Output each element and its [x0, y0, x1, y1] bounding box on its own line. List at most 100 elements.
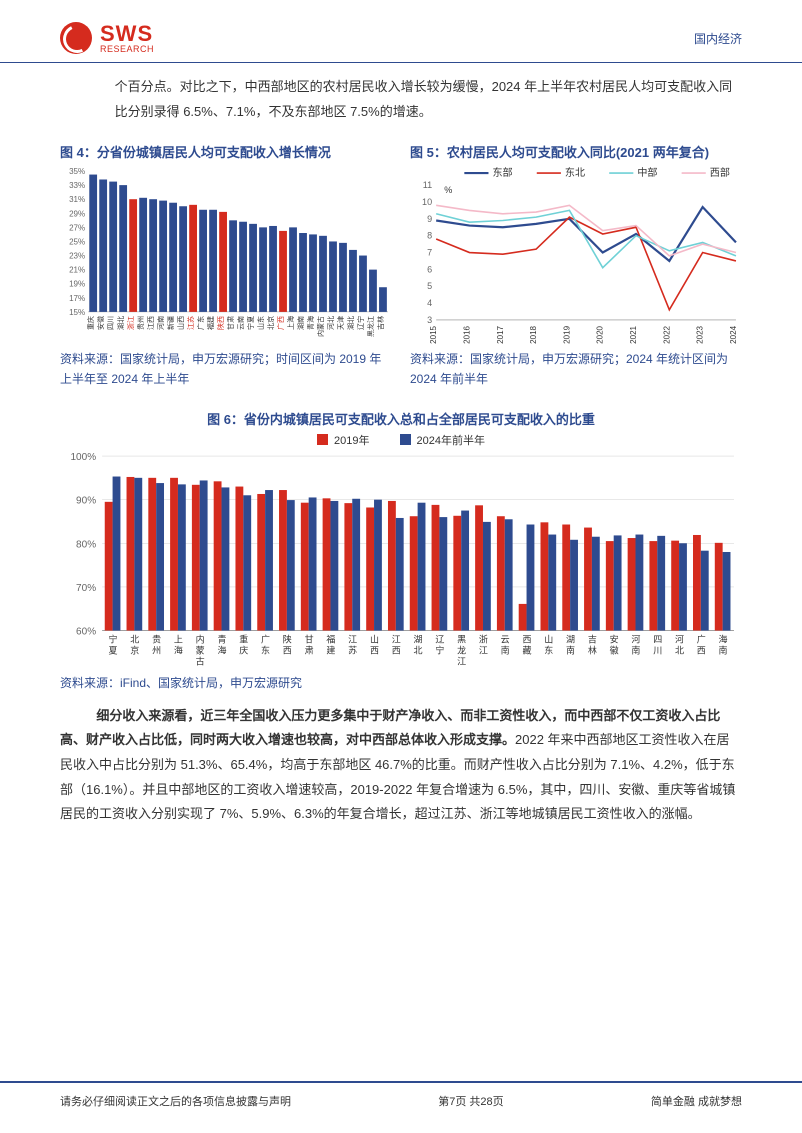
- svg-text:23%: 23%: [69, 252, 85, 261]
- body-paragraph: 细分收入来源看，近三年全国收入压力更多集中于财产净收入、而非工资性收入，而中西部…: [60, 704, 742, 827]
- svg-text:2018: 2018: [529, 326, 538, 344]
- svg-text:湖北: 湖北: [346, 316, 355, 330]
- svg-text:5: 5: [427, 282, 432, 292]
- svg-text:京: 京: [130, 644, 139, 655]
- svg-text:河南: 河南: [156, 316, 165, 330]
- svg-text:安: 安: [610, 633, 619, 644]
- chart5-block: 图 5：农村居民人均可支配收入同比(2021 两年复合) 东部东北中部西部%34…: [410, 132, 742, 388]
- svg-text:内蒙古: 内蒙古: [316, 316, 325, 337]
- svg-text:山西: 山西: [176, 316, 185, 330]
- svg-text:山: 山: [544, 634, 553, 644]
- svg-text:中部: 中部: [637, 166, 657, 179]
- svg-text:东北: 东北: [565, 166, 585, 179]
- svg-text:吉: 吉: [588, 634, 597, 644]
- svg-text:南: 南: [631, 644, 640, 655]
- page-footer: 请务必仔细阅读正文之后的各项信息披露与声明 第7页 共28页 简单金融 成就梦想: [0, 1081, 802, 1133]
- svg-text:福建: 福建: [206, 316, 215, 330]
- svg-text:江: 江: [348, 634, 357, 644]
- svg-text:2017: 2017: [496, 326, 505, 344]
- footer-center: 第7页 共28页: [438, 1093, 503, 1109]
- svg-text:贵州: 贵州: [136, 316, 145, 330]
- svg-text:蒙: 蒙: [196, 644, 205, 655]
- svg-text:8: 8: [427, 231, 432, 241]
- svg-text:上: 上: [174, 634, 183, 644]
- chart6-legend-label: 2019年: [334, 432, 369, 448]
- svg-text:100%: 100%: [70, 452, 96, 463]
- svg-text:3: 3: [427, 315, 432, 325]
- svg-text:60%: 60%: [76, 626, 96, 637]
- svg-text:80%: 80%: [76, 539, 96, 550]
- svg-text:天津: 天津: [337, 316, 345, 330]
- svg-text:安徽: 安徽: [96, 316, 105, 330]
- svg-text:6: 6: [427, 265, 432, 275]
- chart4-source: 资料来源：国家统计局，申万宏源研究；时间区间为 2019 年上半年至 2024 …: [60, 350, 392, 388]
- svg-text:31%: 31%: [69, 196, 85, 205]
- svg-text:四: 四: [653, 634, 662, 644]
- logo: SWS RESEARCH: [60, 22, 154, 54]
- svg-text:甘肃: 甘肃: [226, 316, 235, 330]
- svg-text:21%: 21%: [69, 266, 85, 275]
- chart6-legend-item-2019: 2019年: [317, 432, 369, 448]
- svg-text:陕: 陕: [283, 633, 292, 644]
- chart6-legend-item-2024: 2024年前半年: [400, 432, 485, 448]
- chart4-block: 图 4：分省份城镇居民人均可支配收入增长情况 15%17%19%21%23%25…: [60, 132, 392, 388]
- svg-text:19%: 19%: [69, 280, 85, 289]
- svg-text:河: 河: [631, 633, 640, 644]
- svg-text:广西: 广西: [276, 316, 285, 330]
- svg-text:2022: 2022: [662, 326, 671, 344]
- svg-text:西: 西: [522, 634, 531, 644]
- svg-text:湖: 湖: [414, 634, 423, 644]
- page-header: SWS RESEARCH 国内经济: [0, 0, 802, 63]
- svg-text:7: 7: [427, 248, 432, 258]
- svg-text:内: 内: [196, 633, 205, 644]
- svg-text:建: 建: [326, 644, 335, 655]
- svg-text:2023: 2023: [696, 326, 705, 344]
- logo-main: SWS: [100, 23, 154, 45]
- svg-text:东: 东: [261, 644, 270, 655]
- svg-text:河北: 河北: [327, 316, 335, 330]
- chart6-swatch-2019: [317, 434, 328, 445]
- svg-text:福: 福: [326, 633, 335, 644]
- logo-text: SWS RESEARCH: [100, 23, 154, 54]
- svg-text:江: 江: [457, 656, 466, 666]
- svg-text:龙: 龙: [457, 644, 466, 655]
- svg-text:2021: 2021: [629, 326, 638, 344]
- svg-text:北京: 北京: [266, 316, 275, 330]
- svg-text:70%: 70%: [76, 583, 96, 594]
- chart6-source: 资料来源：iFind、国家统计局，申万宏源研究: [60, 674, 742, 693]
- svg-text:北: 北: [130, 634, 139, 644]
- chart6-title: 图 6：省份内城镇居民可支配收入总和占全部居民可支配收入的比重: [60, 409, 742, 428]
- svg-text:湖北: 湖北: [116, 316, 125, 330]
- svg-text:33%: 33%: [69, 182, 85, 191]
- chart6-legend: 2019年 2024年前半年: [60, 432, 742, 448]
- svg-text:海: 海: [174, 644, 183, 655]
- svg-text:辽: 辽: [435, 634, 444, 644]
- svg-text:江: 江: [479, 645, 488, 655]
- svg-text:云: 云: [501, 634, 510, 644]
- svg-text:黑龙江: 黑龙江: [366, 316, 375, 337]
- svg-text:云南: 云南: [236, 316, 245, 330]
- svg-text:青海: 青海: [306, 316, 315, 330]
- logo-sub: RESEARCH: [100, 45, 154, 54]
- svg-text:藏: 藏: [522, 644, 531, 655]
- chart5-title: 图 5：农村居民人均可支配收入同比(2021 两年复合): [410, 142, 742, 161]
- svg-text:浙: 浙: [479, 633, 488, 644]
- svg-text:辽宁: 辽宁: [356, 316, 365, 330]
- intro-paragraph: 个百分点。对比之下，中西部地区的农村居民收入增长较为缓慢，2024 年上半年农村…: [60, 75, 742, 124]
- svg-text:徽: 徽: [610, 644, 619, 655]
- svg-text:上海: 上海: [286, 316, 295, 330]
- svg-text:湖: 湖: [566, 634, 575, 644]
- svg-text:陕西: 陕西: [216, 316, 225, 330]
- svg-text:重庆: 重庆: [86, 316, 95, 330]
- svg-text:11: 11: [423, 181, 432, 191]
- svg-text:宁: 宁: [435, 644, 444, 655]
- svg-text:黑: 黑: [457, 634, 466, 644]
- chart4-svg: 15%17%19%21%23%25%27%29%31%33%35%重庆安徽四川湖…: [60, 165, 392, 346]
- svg-text:州: 州: [152, 645, 161, 655]
- content-body: 个百分点。对比之下，中西部地区的农村居民收入增长较为缓慢，2024 年上半年农村…: [0, 63, 802, 827]
- svg-text:北: 北: [414, 645, 423, 655]
- svg-text:西: 西: [392, 645, 401, 655]
- svg-text:林: 林: [588, 644, 597, 655]
- svg-text:河: 河: [675, 633, 684, 644]
- chart6-svg: 60%70%80%90%100%宁夏北京贵州上海内蒙古青海重庆广东陕西甘肃福建江…: [60, 450, 742, 671]
